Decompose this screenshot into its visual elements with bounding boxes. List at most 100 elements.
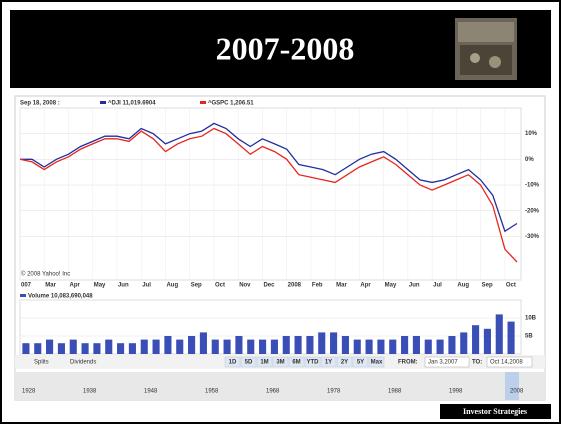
volume-bar — [306, 336, 314, 354]
range-button[interactable] — [368, 356, 385, 368]
volume-bar — [270, 339, 278, 354]
range-label[interactable]: Max — [371, 360, 383, 366]
volume-bar — [401, 336, 409, 354]
navigator-year: 1988 — [388, 389, 402, 395]
from-label: FROM: — [398, 360, 418, 366]
from-value[interactable]: Jan 3,2007 — [428, 360, 458, 366]
x-tick-label: Oct — [215, 283, 225, 289]
volume-bar — [176, 339, 184, 354]
volume-bar — [57, 343, 65, 354]
navigator-year: 1978 — [327, 389, 341, 395]
volume-bar — [389, 339, 397, 354]
range-label[interactable]: YTD — [307, 360, 320, 366]
x-tick-label: May — [385, 283, 397, 289]
volume-bar — [436, 339, 444, 354]
x-tick-label: Jun — [409, 283, 420, 289]
range-button[interactable] — [304, 356, 321, 368]
volume-bar — [93, 343, 101, 354]
volume-bar — [152, 339, 160, 354]
x-tick-label: Jun — [118, 283, 129, 289]
x-tick-label: Jul — [142, 283, 151, 289]
to-value[interactable]: Oct 14,2008 — [490, 360, 523, 366]
navigator-year: 1928 — [22, 389, 36, 395]
series-line — [20, 122, 518, 233]
y-tick-label: 0% — [525, 157, 534, 163]
volume-bar — [472, 325, 480, 354]
y-tick-label: 5B — [525, 334, 533, 340]
range-button[interactable] — [240, 356, 257, 368]
legend-swatch — [20, 294, 26, 297]
range-button[interactable] — [288, 356, 305, 368]
range-button[interactable] — [272, 356, 289, 368]
x-tick-label: Apr — [69, 283, 80, 289]
to-input[interactable] — [486, 356, 533, 368]
range-label[interactable]: 1D — [229, 360, 237, 366]
volume-bar — [259, 339, 267, 354]
x-tick-label: Aug — [166, 283, 178, 289]
navigator-year: 1958 — [205, 389, 219, 395]
volume-bar — [353, 339, 361, 354]
volume-bar — [105, 339, 113, 354]
range-label[interactable]: 3M — [276, 360, 284, 366]
x-tick-label: Aug — [457, 283, 469, 289]
dividends-label[interactable]: Dividends — [70, 360, 96, 366]
volume-bar — [188, 336, 196, 354]
range-button[interactable] — [336, 356, 353, 368]
range-label[interactable]: 2Y — [341, 360, 348, 366]
x-tick-label: Mar — [336, 283, 347, 289]
range-button[interactable] — [256, 356, 273, 368]
range-label[interactable]: 5Y — [357, 360, 364, 366]
volume-bar — [34, 343, 42, 354]
volume-bar — [211, 339, 219, 354]
volume-bar — [247, 339, 255, 354]
volume-bar — [460, 332, 468, 354]
y-tick-label: -20% — [525, 208, 540, 214]
volume-bar — [412, 336, 420, 354]
y-tick-label: -30% — [525, 234, 540, 240]
legend-date: Sep 18, 2008 : — [20, 101, 60, 107]
y-tick-label: 10B — [525, 316, 537, 322]
splits-label[interactable]: Splits — [34, 360, 49, 366]
series-line — [19, 127, 518, 263]
x-tick-label: Oct — [506, 283, 516, 289]
x-tick-label: Feb — [312, 283, 323, 289]
x-tick-label: Nov — [239, 283, 251, 289]
from-input[interactable] — [424, 356, 470, 368]
slide-title: 2007-2008 — [216, 30, 355, 66]
x-tick-label: Dec — [263, 283, 275, 289]
volume-bar — [294, 336, 302, 354]
range-button[interactable] — [320, 356, 337, 368]
range-label[interactable]: 6M — [292, 360, 300, 366]
x-tick-label: Apr — [360, 283, 371, 289]
volume-bar — [46, 339, 54, 354]
volume-bar — [507, 321, 515, 354]
legend-label: Volume 10,083,690,048 — [28, 294, 93, 300]
navigator-window[interactable] — [505, 372, 519, 400]
range-button[interactable] — [352, 356, 369, 368]
navigator-year: 1998 — [449, 389, 463, 395]
volume-bar — [341, 336, 349, 354]
range-label[interactable]: 1M — [260, 360, 268, 366]
photo — [455, 18, 517, 80]
navigator-year: 1938 — [83, 389, 97, 395]
volume-bar — [22, 343, 30, 354]
copyright: © 2008 Yahoo! Inc — [21, 271, 70, 278]
volume-bar — [235, 336, 243, 354]
legend-label: ^DJI 11,019.6904 — [108, 101, 156, 107]
volume-bar — [495, 314, 503, 354]
range-button[interactable] — [224, 356, 241, 368]
volume-bar — [223, 339, 231, 354]
navigator-bar — [15, 372, 545, 400]
x-tick-label: Mar — [45, 283, 56, 289]
range-label[interactable]: 1Y — [325, 360, 332, 366]
volume-bar — [164, 336, 172, 354]
volume-bar — [199, 332, 207, 354]
volume-bar — [424, 339, 432, 354]
y-tick-label: -10% — [525, 183, 540, 189]
volume-bar — [69, 339, 77, 354]
legend-swatch — [100, 101, 106, 104]
x-tick-label: Jul — [433, 283, 442, 289]
range-label[interactable]: 5D — [245, 360, 253, 366]
volume-bar — [117, 343, 125, 354]
